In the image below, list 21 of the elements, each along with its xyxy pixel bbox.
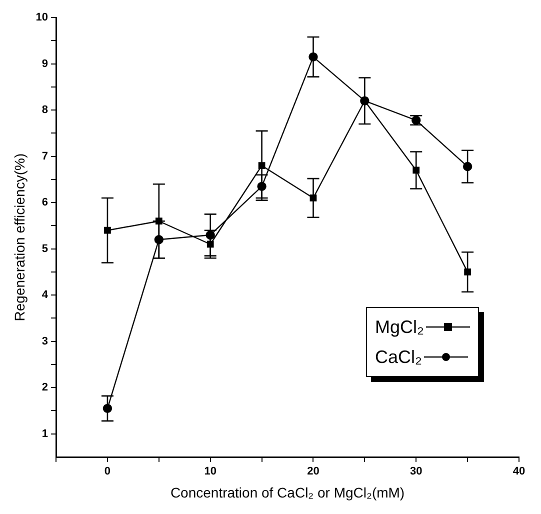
y-tick-label: 9 <box>42 58 48 70</box>
y-tick-label: 5 <box>42 242 48 255</box>
x-tick-label: 20 <box>307 466 320 478</box>
y-tick-label: 8 <box>42 104 48 116</box>
y-tick-label: 7 <box>42 150 48 162</box>
x-tick-label: 10 <box>204 466 216 478</box>
y-tick-label: 10 <box>36 12 48 24</box>
x-tick-label: 30 <box>410 466 422 478</box>
y-tick-label: 3 <box>42 335 48 348</box>
y-tick-label: 2 <box>42 382 48 394</box>
legend-label: CaCl₂ <box>375 346 422 369</box>
y-tick-label: 6 <box>42 196 48 209</box>
point <box>104 226 111 234</box>
x-axis-title: Concentration of CaCl₂ or MgCl₂(mM) <box>170 484 405 500</box>
y-tick-label: 4 <box>42 289 49 302</box>
y-axis-title: Regeneration efficiency(%) <box>11 153 28 322</box>
x-tick-label: 40 <box>512 466 526 478</box>
legend-label: MgCl₂ <box>375 316 424 339</box>
y-tick-label: 1 <box>42 428 48 440</box>
x-tick-label: 0 <box>104 466 111 478</box>
point <box>464 268 471 276</box>
